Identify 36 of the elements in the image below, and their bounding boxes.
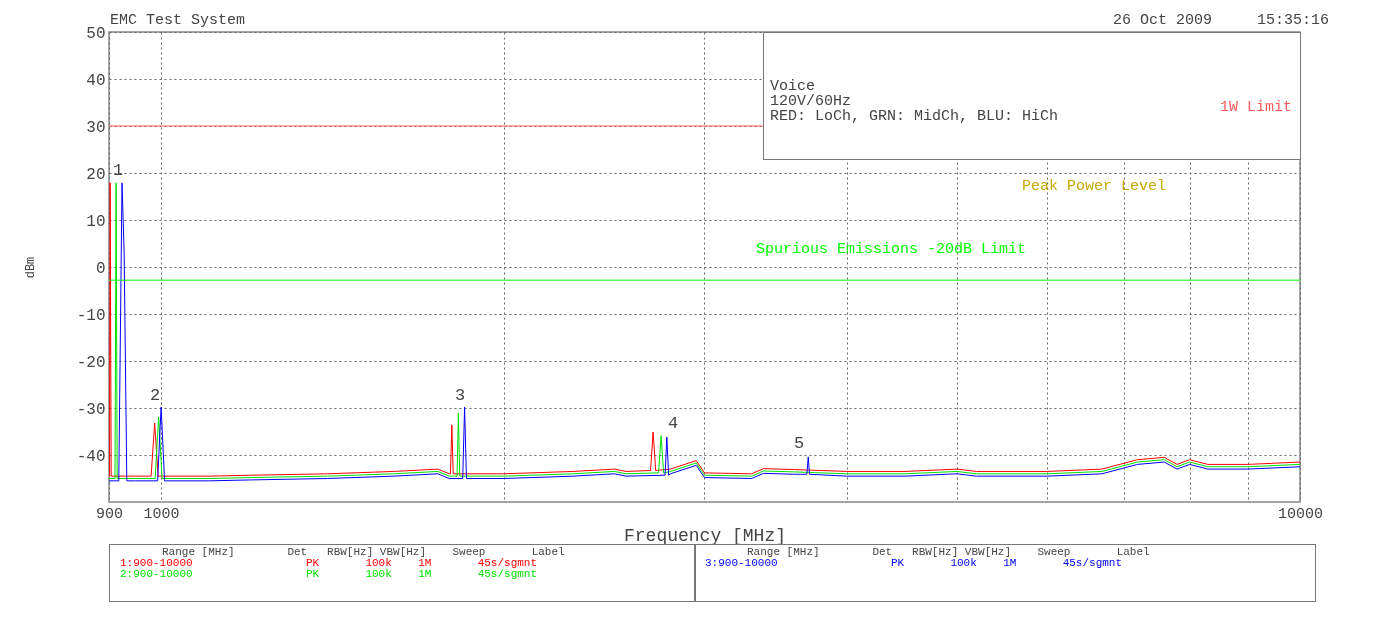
x-tick-label: 10000 [1277,505,1324,523]
annotation: 1 [113,161,124,180]
annotation: Peak Power Level [1022,178,1167,195]
y-tick-label: 0 [95,259,106,278]
y-tick-label: -40 [76,447,106,466]
text: 2:900-10000 [120,568,193,580]
x-axis-title: Frequency [MHz] [623,525,787,546]
y-tick-label: -10 [76,306,106,325]
ref-line-label: Spurious Emissions -20dB Limit [756,241,1027,259]
y-axis-title: dBm [23,256,38,279]
annotation: 5 [794,434,805,453]
annotation: 4 [668,414,679,433]
y-tick-label: 20 [86,165,106,184]
y-tick-label: -20 [76,353,106,372]
y-tick-label: 50 [86,24,106,43]
x-tick-label: 1000 [143,505,180,523]
text: 3:900-10000 [705,557,778,569]
annotation: Voice [770,78,815,95]
text: Range [MHz] Det RBW[Hz] VBW[Hz] Sweep Label [162,546,565,558]
x-tick-label: 900 [95,505,124,523]
text: PK 100k 1M 45s/sgmnt [306,557,538,569]
y-tick-label: 40 [86,71,106,90]
annotation: 3 [455,386,466,405]
text: 1:900-10000 [120,557,193,569]
chart-subtitle: 26 Oct 2009 15:35:16 [1112,12,1329,29]
text: PK 100k 1M 45s/sgmnt [306,568,538,580]
text: Range [MHz] Det RBW[Hz] VBW[Hz] Sweep Label [747,546,1150,558]
chart-title: EMC Test System [110,12,246,29]
ref-line-label: 1W Limit [1219,99,1292,116]
y-tick-label: 30 [86,118,106,137]
annotation: 2 [150,386,161,405]
y-tick-label: 10 [86,212,106,231]
y-tick-label: -30 [76,400,106,419]
annotation: RED: LoCh, GRN: MidCh, BLU: HiCh [770,108,1059,125]
annotation: 120V/60Hz [770,93,851,110]
text: PK 100k 1M 45s/sgmnt [891,557,1123,569]
